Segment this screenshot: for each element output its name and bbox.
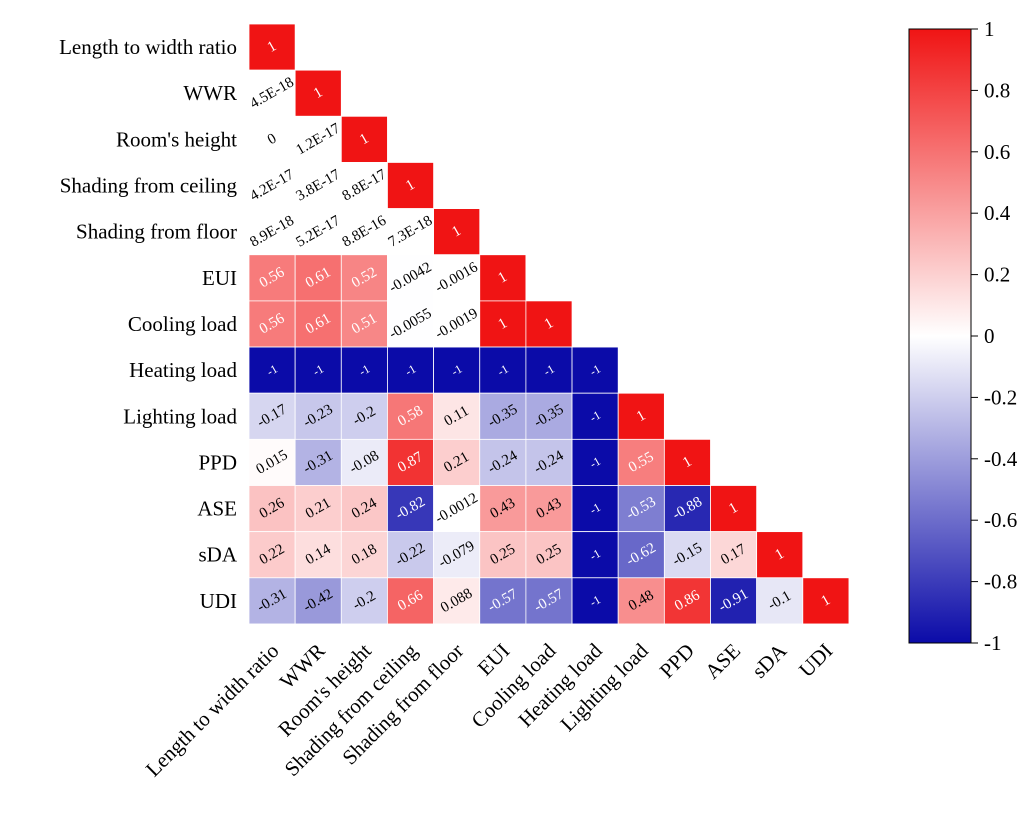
colorbar-tick-label: -0.4	[984, 447, 1018, 471]
row-labels: Length to width ratio WWR Room's height Sha…	[59, 35, 238, 613]
row-label: PPD	[198, 450, 237, 474]
colorbar-tick-label: 0.4	[984, 201, 1011, 225]
heatmap-cell	[756, 531, 804, 579]
heatmap-cell	[248, 162, 296, 209]
heatmap-cell	[525, 485, 573, 533]
heatmap-cell	[433, 346, 481, 394]
heatmap-cell	[571, 438, 619, 486]
colorbar-tick-label: 0.6	[984, 140, 1010, 164]
row-label: UDI	[200, 589, 237, 613]
heatmap-cell	[248, 300, 296, 348]
colorbar-tick-label: -0.2	[984, 385, 1017, 409]
heatmap-cell	[710, 531, 758, 579]
heatmap-cell	[479, 346, 527, 394]
heatmap-cell	[387, 485, 435, 533]
heatmap-cell	[617, 531, 665, 579]
heatmap-cell	[387, 254, 435, 302]
column-label: PPD	[655, 639, 699, 683]
heatmap-cell	[387, 438, 435, 486]
heatmap-cell	[479, 254, 527, 302]
heatmap-cell	[387, 208, 435, 256]
heatmap-cell	[294, 208, 342, 256]
heatmap-cell	[525, 531, 573, 579]
heatmap-cell	[248, 254, 296, 302]
colorbar-tick-label: -1	[984, 631, 1002, 655]
row-label: sDA	[198, 543, 237, 567]
heatmap-cell	[663, 577, 711, 625]
heatmap-cell	[571, 346, 619, 394]
column-label: ASE	[700, 639, 745, 684]
heatmap-cell	[387, 577, 435, 625]
colorbar-tick-label: -0.6	[984, 508, 1017, 532]
heatmap-cell	[340, 346, 388, 394]
heatmap-cell	[294, 346, 342, 394]
heatmap-cell	[340, 115, 388, 163]
column-label: sDA	[747, 638, 792, 683]
heatmap-cell	[433, 392, 481, 440]
column-label: UDI	[794, 639, 837, 682]
heatmap-cell	[525, 577, 573, 625]
heatmap-cell	[617, 577, 665, 625]
heatmap-cell	[433, 208, 481, 256]
row-label: Shading from floor	[76, 220, 237, 244]
row-label: ASE	[197, 497, 237, 521]
heatmap-cell	[294, 392, 342, 440]
heatmap-cell	[802, 577, 850, 625]
heatmap-cell	[479, 531, 527, 579]
row-label: Lighting load	[123, 404, 237, 428]
heatmap-cell	[340, 485, 388, 533]
heatmap-cell	[248, 23, 296, 71]
row-label: Heating load	[129, 358, 237, 382]
heatmap-cell	[340, 162, 388, 209]
heatmap-cell	[294, 438, 342, 486]
heatmap-cell	[340, 208, 388, 256]
heatmap-cell	[571, 531, 619, 579]
heatmap-cell	[340, 254, 388, 302]
heatmap-cell	[525, 346, 573, 394]
row-label: Cooling load	[128, 312, 238, 336]
heatmap-cell	[248, 531, 296, 579]
heatmap-cell	[340, 577, 388, 625]
heatmap-cell	[433, 485, 481, 533]
heatmap-cells: 14.5E-18 10 1.2E-17 14.2E-173.8E-178.8E-17 1…	[247, 23, 850, 625]
heatmap-cell	[248, 392, 296, 440]
heatmap-cell	[756, 577, 804, 625]
colorbar-tick-label: 0.2	[984, 263, 1010, 287]
colorbar-tick-label: 0.8	[984, 78, 1010, 102]
column-label: Length to width ratio	[141, 639, 284, 782]
colorbar-tick-label: 0	[984, 324, 995, 348]
heatmap-cell	[294, 254, 342, 302]
row-label: WWR	[183, 81, 237, 105]
heatmap-cell	[294, 577, 342, 625]
heatmap-cell	[294, 300, 342, 348]
row-label: Room's height	[116, 127, 237, 151]
colorbar: 1 0.8 0.6 0.4 0.2 0 -0.2 -0.4 -0.6 -0.8 -1	[908, 17, 1018, 655]
heatmap-cell	[710, 577, 758, 625]
row-label: EUI	[202, 266, 237, 290]
heatmap-cell	[433, 254, 481, 302]
heatmap-cell	[479, 577, 527, 625]
colorbar-gradient	[908, 28, 972, 644]
colorbar-tick-label: 1	[984, 17, 995, 41]
row-label: Shading from ceiling	[60, 174, 238, 198]
heatmap-cell	[525, 300, 573, 348]
heatmap-cell	[479, 485, 527, 533]
row-label: Length to width ratio	[59, 35, 237, 59]
heatmap-cell	[479, 438, 527, 486]
heatmap-cell	[433, 577, 481, 625]
heatmap-cell	[663, 531, 711, 579]
heatmap-cell	[340, 300, 388, 348]
heatmap-cell	[340, 392, 388, 440]
colorbar-tick-label: -0.8	[984, 570, 1017, 594]
heatmap-cell	[617, 392, 665, 440]
heatmap-cell	[294, 531, 342, 579]
heatmap-cell	[387, 392, 435, 440]
